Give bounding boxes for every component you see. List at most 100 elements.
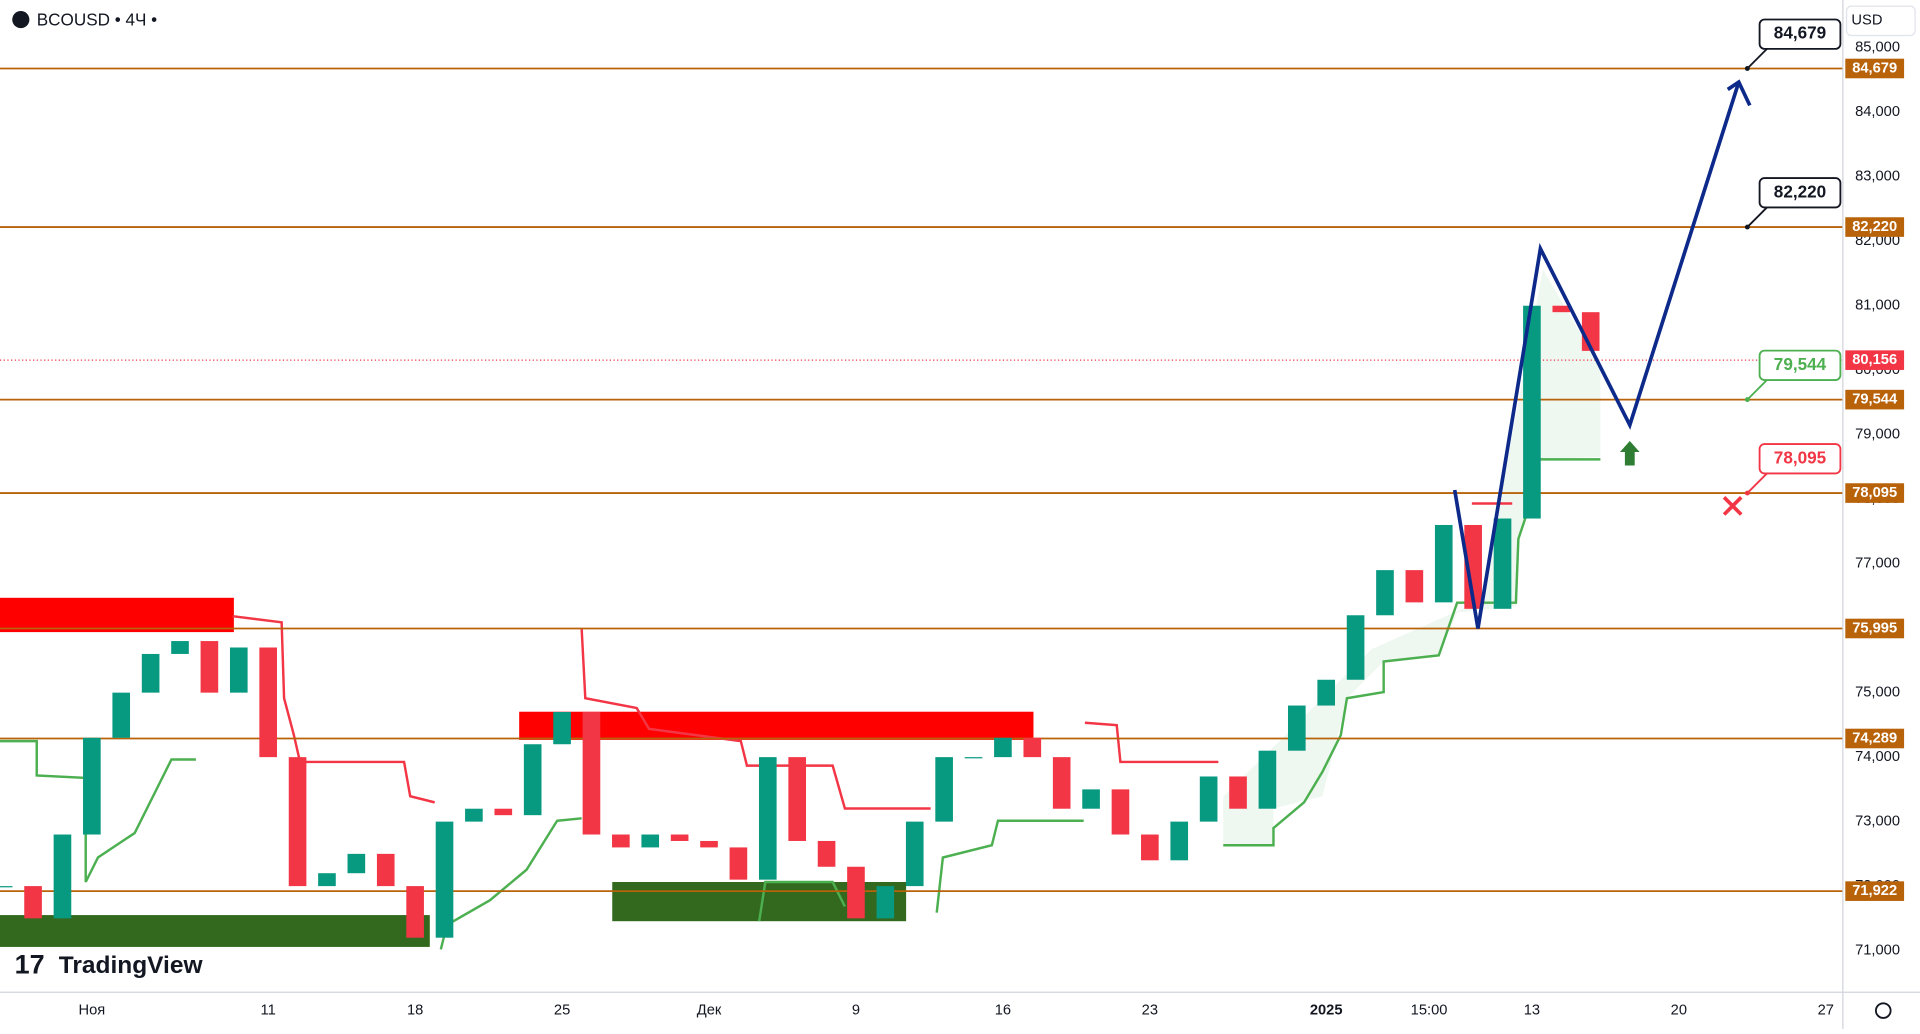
supply-zone	[519, 711, 1034, 740]
currency[interactable]: USD	[1851, 13, 1882, 29]
callout-box	[1758, 18, 1842, 50]
candle	[1082, 789, 1100, 809]
level-label: 71,922	[1852, 883, 1897, 899]
callout-dot	[1744, 397, 1750, 403]
candle	[318, 873, 336, 887]
x-tick-label: 20	[1671, 1002, 1687, 1018]
level-label: 84,679	[1852, 60, 1897, 76]
callout-pointer	[1746, 379, 1768, 401]
callout-box	[1758, 177, 1842, 209]
grid-layer	[0, 67, 1843, 893]
candle	[259, 647, 277, 758]
callout-pointer	[1746, 206, 1768, 228]
candle	[553, 711, 571, 745]
candle	[1287, 705, 1306, 751]
trend-line	[0, 739, 196, 883]
candle	[112, 692, 131, 738]
candle	[758, 757, 777, 880]
y-tick-label: 82,000	[1855, 233, 1900, 249]
callout-dot	[1744, 66, 1750, 71]
callout-label: 82,220	[1774, 181, 1826, 201]
candle	[523, 744, 542, 816]
candle	[1199, 776, 1218, 822]
candle	[1141, 834, 1159, 861]
x-tick-label: Ноя	[78, 1002, 105, 1018]
candle	[83, 737, 101, 835]
y-tick-label: 77,000	[1855, 556, 1900, 572]
candle	[1552, 305, 1571, 313]
trend-fill	[1223, 269, 1601, 846]
brand: TradingView	[59, 952, 204, 979]
x-tick-label: 23	[1142, 1002, 1158, 1018]
y-tick-label: 84,000	[1855, 104, 1900, 120]
symbol-title: BCOUSD • 4Ч •	[37, 9, 157, 29]
candle	[1317, 679, 1336, 706]
candle	[1405, 570, 1424, 603]
x-tick-label: 18	[407, 1002, 423, 1018]
y-tick-label: 81,000	[1855, 298, 1900, 314]
trend-line	[232, 614, 435, 804]
demand-zone	[0, 915, 430, 947]
candle	[1434, 524, 1453, 603]
x-tick-label: 25	[554, 1002, 570, 1018]
y-tick-label: 71,000	[1855, 942, 1900, 958]
candle	[1376, 570, 1394, 616]
level-label: 75,995	[1852, 620, 1897, 636]
candle	[1170, 821, 1189, 861]
callout-box	[1758, 443, 1842, 475]
x-tick-label: 11	[261, 1002, 276, 1018]
candle	[435, 821, 454, 938]
callout-dot	[1744, 490, 1750, 496]
level-label-bg	[1845, 483, 1905, 503]
currency-button[interactable]	[1845, 5, 1916, 37]
candle	[1258, 750, 1277, 809]
level-label-bg	[1845, 618, 1905, 639]
candle	[288, 757, 307, 887]
callout-pointer	[1746, 472, 1768, 494]
trend-line	[580, 628, 931, 810]
zones	[0, 269, 1601, 950]
candle	[582, 711, 601, 835]
y-tick-label: 79,000	[1855, 427, 1900, 443]
trend-line	[1223, 458, 1601, 847]
x-tick-label: 9	[852, 1002, 860, 1018]
candle	[465, 808, 483, 822]
settings-icon[interactable]	[1875, 1002, 1892, 1019]
candle	[847, 866, 865, 919]
level-label-bg	[1845, 881, 1905, 901]
symbol-icon	[12, 11, 30, 29]
candle	[24, 886, 42, 919]
candle	[1493, 518, 1512, 609]
candle	[876, 886, 895, 919]
axis-layer: 85,00084,00083,00082,00081,00080,00079,0…	[78, 40, 1905, 1019]
candle	[229, 647, 248, 693]
y-tick-label: 74,000	[1855, 749, 1900, 765]
candle	[612, 834, 630, 848]
candle	[376, 853, 395, 887]
candle	[1229, 776, 1247, 809]
candle	[670, 834, 689, 841]
x-tick-label: 15:00	[1411, 1002, 1448, 1018]
candle	[141, 653, 160, 693]
y-tick-label: 83,000	[1855, 169, 1900, 185]
callout-label: 78,095	[1774, 447, 1827, 467]
level-label: 82,220	[1852, 219, 1897, 235]
candle	[935, 757, 953, 822]
y-tick-label: 85,000	[1855, 40, 1900, 56]
candle	[1111, 789, 1130, 835]
projection-arrowhead	[1726, 79, 1752, 107]
level-label-bg	[1845, 58, 1905, 79]
supply-zone	[0, 597, 234, 633]
candle	[729, 847, 748, 880]
candle	[1346, 615, 1365, 680]
level-label: 79,544	[1852, 391, 1898, 407]
x-tick-label: 13	[1524, 1002, 1540, 1018]
last-price-label: 80,156	[1852, 352, 1897, 368]
candle	[1023, 737, 1042, 758]
candle	[53, 834, 72, 919]
level-label: 78,095	[1852, 485, 1897, 501]
callout-label: 84,679	[1774, 23, 1826, 43]
x-tick-label: 27	[1818, 1002, 1834, 1018]
level-label-bg	[1845, 389, 1905, 410]
trend-line	[1084, 721, 1219, 764]
